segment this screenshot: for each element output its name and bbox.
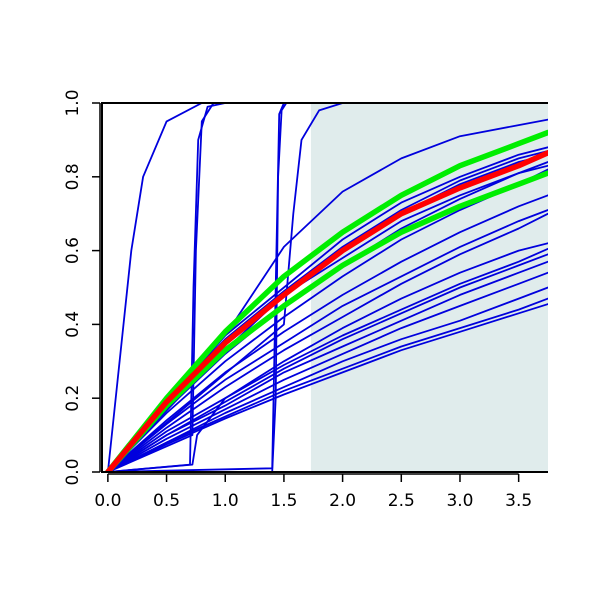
- x-tick-label: 1.5: [270, 491, 297, 511]
- blue-series-line-13: [107, 209, 548, 472]
- green-series-line-25: [105, 170, 548, 472]
- blue-series-line-19: [107, 286, 548, 472]
- y-tick-label: 0.6: [63, 237, 83, 264]
- x-tick-label: 2.5: [388, 491, 415, 511]
- blue-series-line-15: [107, 247, 548, 472]
- blue-series-line-0: [107, 103, 548, 472]
- x-tick-label: 0.5: [153, 491, 180, 511]
- blue-series-line-12: [107, 194, 548, 472]
- blue-series-line-16: [107, 253, 548, 472]
- x-tick-label: 1.0: [212, 491, 239, 511]
- x-tick-label: 2.0: [329, 491, 356, 511]
- axis-layer: 0.0 0.5 1.0 1.5 2.0 2.5 3.0 3.5 0.0 0.2 0.4 0.6 0.8 1…: [63, 89, 548, 511]
- blue-series-line-5: [107, 103, 548, 472]
- blue-series-line-2: [107, 103, 548, 472]
- red-series-line-26: [105, 150, 548, 472]
- plot-frame: [101, 102, 548, 473]
- blue-series-line-21: [107, 303, 548, 472]
- x-tick-label: 3.5: [505, 491, 532, 511]
- y-tick-label: 1.0: [63, 89, 83, 116]
- blue-series-line-17: [107, 260, 548, 472]
- green-series-line-24: [105, 129, 548, 472]
- x-tick-label: 0.0: [94, 491, 121, 511]
- blue-series-line-14: [107, 212, 548, 472]
- blue-series-line-18: [107, 271, 548, 472]
- y-tick-label: 0.8: [63, 163, 83, 190]
- blue-series-line-4: [107, 103, 548, 472]
- x-tick-label: 3.0: [446, 491, 473, 511]
- blue-series-line-20: [107, 297, 548, 472]
- series-layer: [105, 103, 548, 472]
- shaded-region: [310, 103, 548, 472]
- shaded-region-layer: [310, 103, 548, 472]
- y-tick-label: 0.0: [63, 458, 83, 485]
- y-tick-label: 0.4: [63, 311, 83, 338]
- y-tick-label: 0.2: [63, 385, 83, 412]
- blue-series-line-22: [107, 242, 548, 472]
